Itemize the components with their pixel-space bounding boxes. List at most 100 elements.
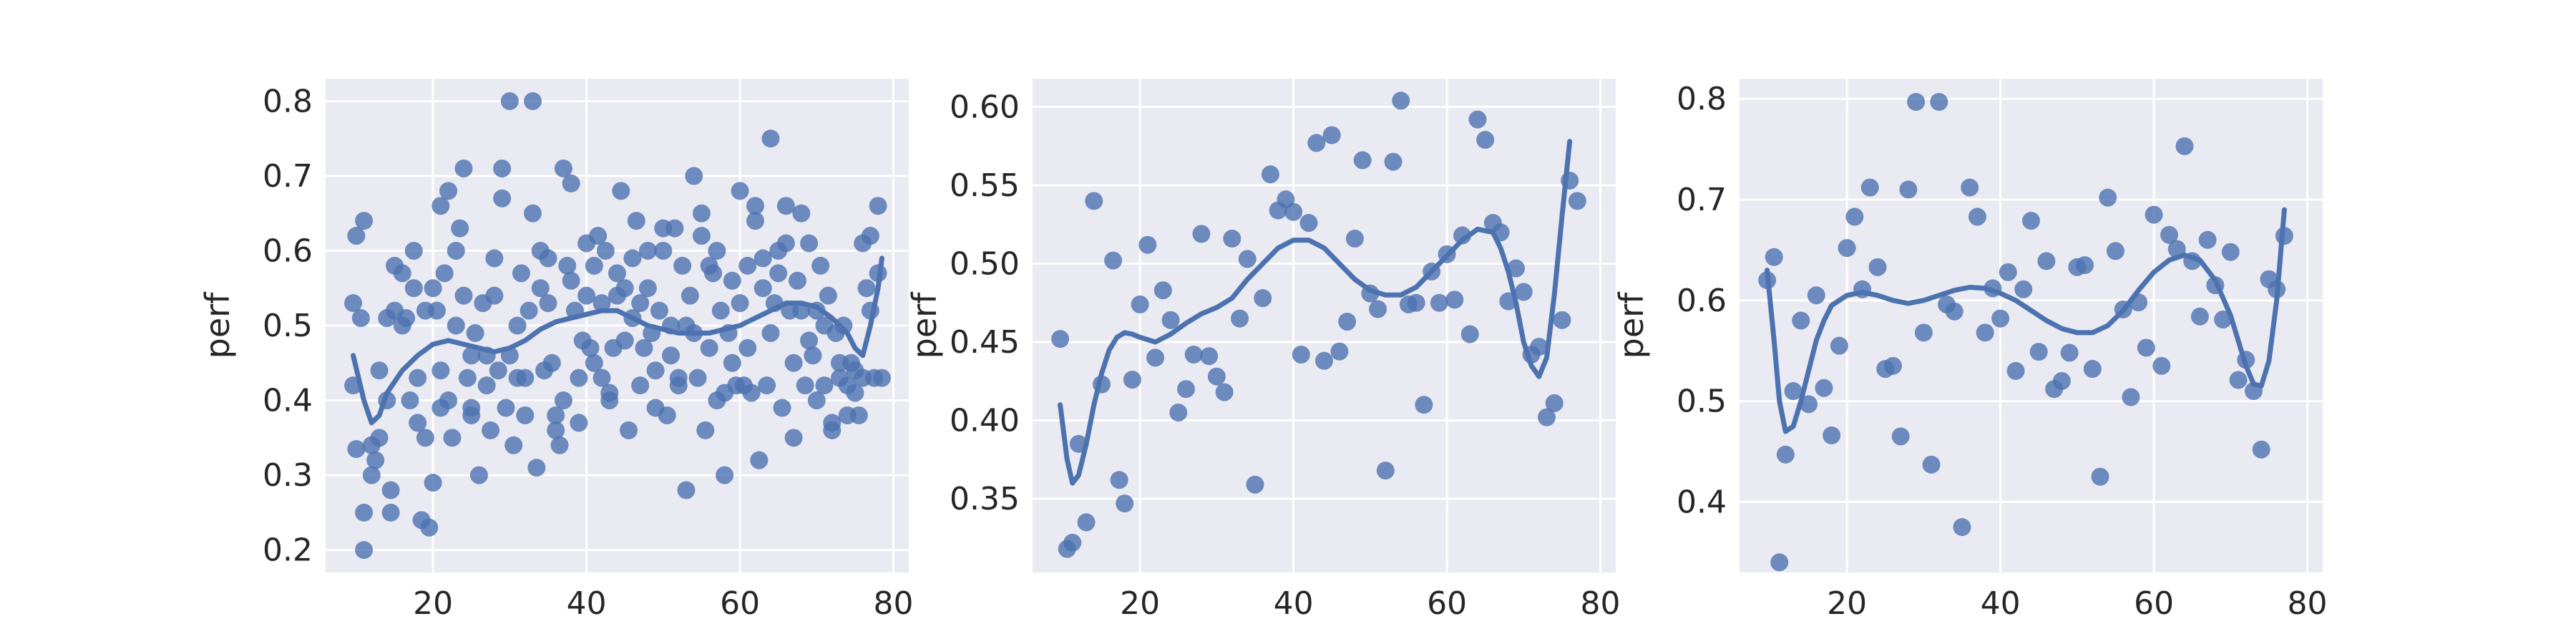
data-point (1063, 533, 1082, 552)
data-point (366, 451, 385, 469)
data-point (1953, 518, 1971, 537)
data-point (2145, 205, 2163, 224)
data-point (849, 406, 868, 424)
data-point (2099, 188, 2117, 207)
data-point (2198, 230, 2217, 249)
data-point (550, 436, 569, 454)
data-point (512, 264, 530, 283)
data-point (638, 279, 657, 298)
x-tick-label: 40 (1274, 585, 1314, 622)
data-point (654, 241, 673, 260)
data-point (1169, 404, 1188, 422)
data-point (370, 429, 389, 447)
data-point (665, 219, 684, 238)
data-point (2052, 371, 2071, 390)
data-point (454, 159, 473, 177)
data-point (708, 241, 726, 260)
data-point (500, 92, 519, 110)
data-point (1445, 291, 1464, 309)
data-point (581, 338, 600, 357)
data-point (592, 294, 611, 313)
data-point (677, 481, 696, 499)
data-point (811, 256, 830, 275)
data-point (439, 182, 458, 200)
data-point (589, 227, 608, 245)
data-point (623, 249, 642, 268)
y-tick-label: 0.60 (950, 89, 1020, 125)
data-point (669, 376, 688, 395)
data-point (1384, 152, 1402, 171)
data-point (600, 384, 619, 402)
data-point (1200, 347, 1219, 366)
y-tick-label: 0.3 (263, 457, 313, 494)
y-tick-label: 0.4 (1677, 484, 1727, 520)
data-point (792, 204, 811, 223)
data-point (750, 451, 769, 469)
data-point (1945, 302, 1963, 321)
data-point (872, 369, 891, 387)
data-point (2229, 371, 2248, 389)
data-point (869, 197, 887, 215)
y-tick-label: 0.7 (263, 158, 313, 195)
data-point (627, 212, 645, 230)
data-point (1051, 330, 1070, 348)
data-point (776, 234, 795, 253)
data-point (493, 189, 512, 208)
data-point (1077, 513, 1096, 532)
data-point (1784, 382, 1802, 401)
data-point (1868, 258, 1887, 276)
x-tick-label: 20 (1827, 585, 1867, 622)
data-point (596, 241, 615, 260)
y-tick-label: 0.4 (263, 383, 313, 419)
data-point (424, 474, 442, 492)
y-axis-label: perf (1612, 291, 1651, 358)
data-point (1770, 553, 1789, 572)
data-point (696, 421, 715, 439)
x-tick-label: 40 (1981, 585, 2021, 622)
data-point (789, 271, 807, 290)
data-point (477, 376, 496, 395)
data-point (462, 346, 481, 365)
panel-2: 20 40 60 80 0.35 0.40 0.45 0.50 0.55 0.60 perf (905, 79, 1621, 622)
data-point (458, 369, 477, 387)
data-point (680, 286, 699, 305)
data-point (447, 241, 465, 260)
data-point (1315, 351, 1333, 370)
data-point (542, 353, 561, 372)
data-point (370, 361, 389, 380)
data-point (1353, 151, 1372, 170)
y-tick-label: 0.45 (950, 324, 1020, 361)
data-point (1207, 367, 1226, 386)
data-point (1961, 178, 1979, 197)
data-point (592, 369, 611, 387)
data-point (1292, 346, 1310, 364)
data-point (1246, 475, 1264, 494)
data-point (508, 316, 527, 335)
data-point (796, 376, 814, 395)
data-point (585, 256, 603, 275)
data-point (723, 271, 741, 290)
data-point (1131, 295, 1149, 313)
data-point (1176, 380, 1195, 399)
data-point (1537, 408, 1556, 426)
data-point (351, 309, 370, 328)
data-point (1376, 462, 1395, 480)
y-tick-label: 0.2 (263, 532, 313, 569)
data-point (758, 376, 776, 395)
data-point (1407, 293, 1425, 312)
data-point (700, 338, 718, 357)
data-point (1254, 289, 1272, 308)
data-point (547, 421, 565, 439)
data-point (1330, 342, 1349, 361)
data-point (577, 286, 596, 305)
data-point (1507, 259, 1526, 278)
data-point (692, 204, 711, 223)
data-point (416, 429, 434, 447)
data-point (1430, 293, 1448, 312)
data-point (454, 286, 473, 305)
data-point (420, 518, 439, 537)
data-point (1999, 263, 2017, 281)
data-point (2152, 356, 2171, 375)
data-point (776, 197, 795, 215)
